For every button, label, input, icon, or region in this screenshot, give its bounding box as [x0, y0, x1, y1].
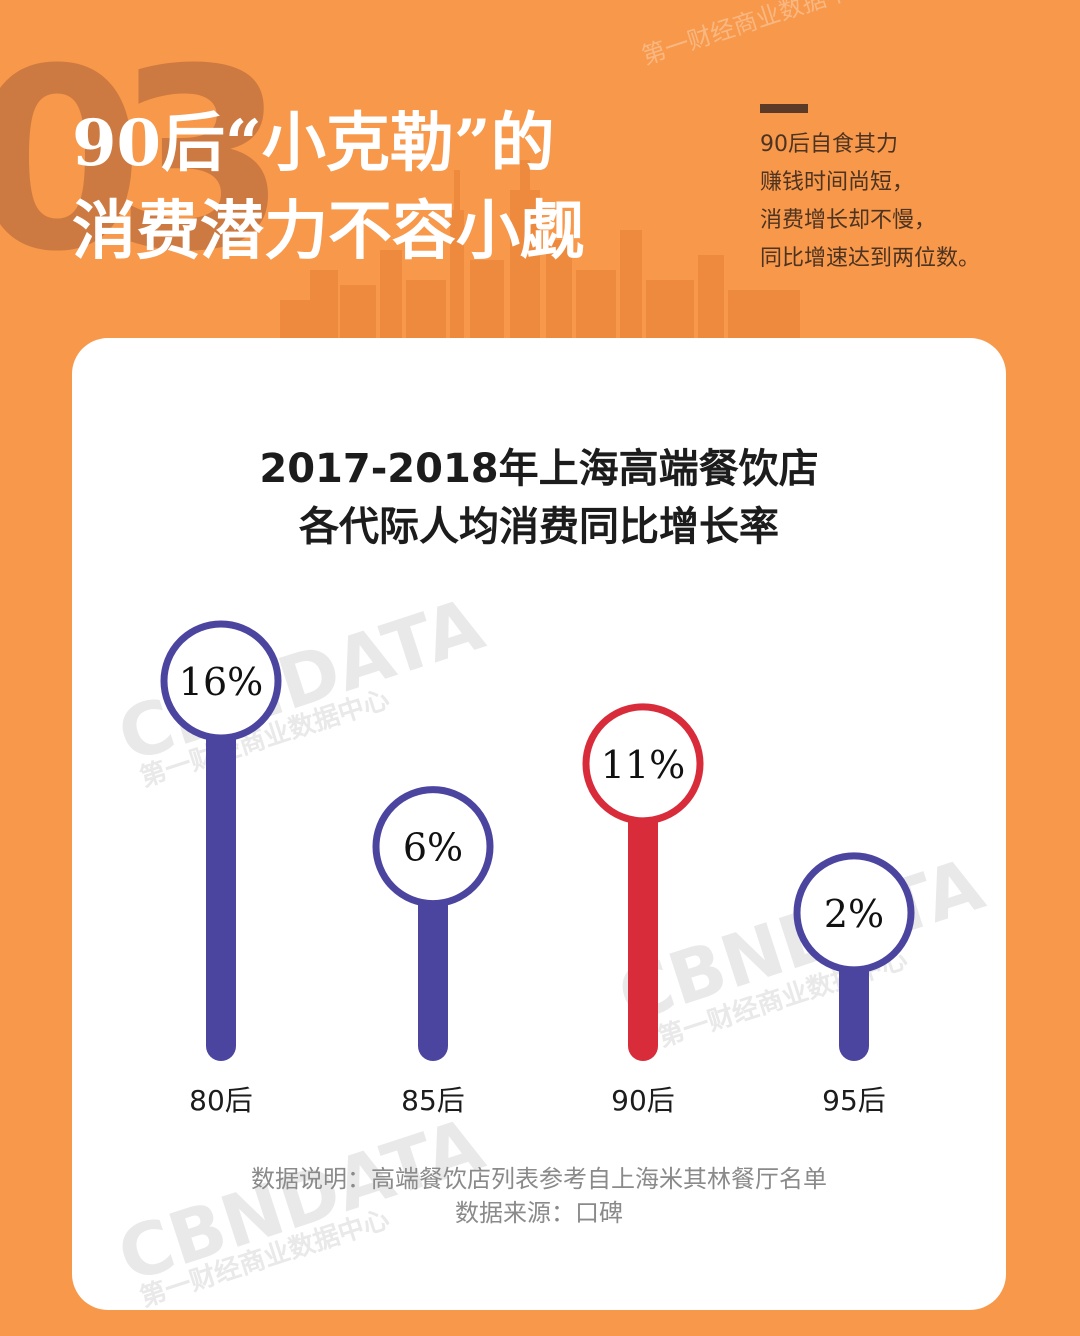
- data-source: 数据来源：口碑: [455, 1199, 623, 1227]
- value-circle-95后: [793, 852, 915, 974]
- chart-card: CBNDATA 第一财经商业数据中心 CBNDATA 第一财经商业数据中心 CB…: [72, 338, 1006, 1310]
- watermark-top: 第一财经商业数据中心: [638, 0, 876, 71]
- value-circle-85后: [372, 786, 494, 908]
- side-note-line: 消费增长却不慢，: [760, 208, 937, 233]
- chart-title-line-2: 各代际人均消费同比增长率: [299, 504, 779, 550]
- side-note-line: 同比增速达到两位数。: [760, 246, 981, 271]
- side-note-accent-bar: [760, 104, 808, 113]
- page-headline: 90后“小克勒”的 消费潜力不容小觑: [72, 100, 584, 276]
- chart-title: 2017-2018年上海高端餐饮店 各代际人均消费同比增长率: [72, 440, 1006, 556]
- data-label-80后: 16%: [179, 660, 263, 704]
- category-label-80后: 80后: [189, 1084, 253, 1117]
- section-number: 03: [0, 15, 288, 306]
- value-circle-80后: [160, 620, 282, 742]
- headline-line-1: 90后“小克勒”的: [72, 106, 555, 181]
- chart-footnote: 数据说明：高端餐饮店列表参考自上海米其林餐厅名单 数据来源：口碑: [72, 1162, 1006, 1230]
- headline-line-2: 消费潜力不容小觑: [72, 194, 584, 269]
- data-label-90后: 11%: [601, 743, 685, 787]
- side-note-line: 赚钱时间尚短，: [760, 170, 915, 195]
- category-label-85后: 85后: [401, 1084, 465, 1117]
- category-label-90后: 90后: [611, 1084, 675, 1117]
- chart-title-line-1: 2017-2018年上海高端餐饮店: [259, 446, 819, 492]
- data-label-85后: 6%: [403, 826, 463, 870]
- lollipop-chart: 16% 80后 6% 85后 11% 90后 2% 95后: [160, 620, 915, 1117]
- side-note: 90后自食其力 赚钱时间尚短， 消费增长却不慢， 同比增速达到两位数。: [760, 126, 980, 278]
- data-note: 数据说明：高端餐饮店列表参考自上海米其林餐厅名单: [251, 1165, 827, 1193]
- category-label-95后: 95后: [822, 1084, 886, 1117]
- data-label-95后: 2%: [824, 892, 884, 936]
- city-skyline-decoration: [280, 160, 800, 340]
- value-circle-90后: [582, 703, 704, 825]
- side-note-line: 90后自食其力: [760, 132, 898, 157]
